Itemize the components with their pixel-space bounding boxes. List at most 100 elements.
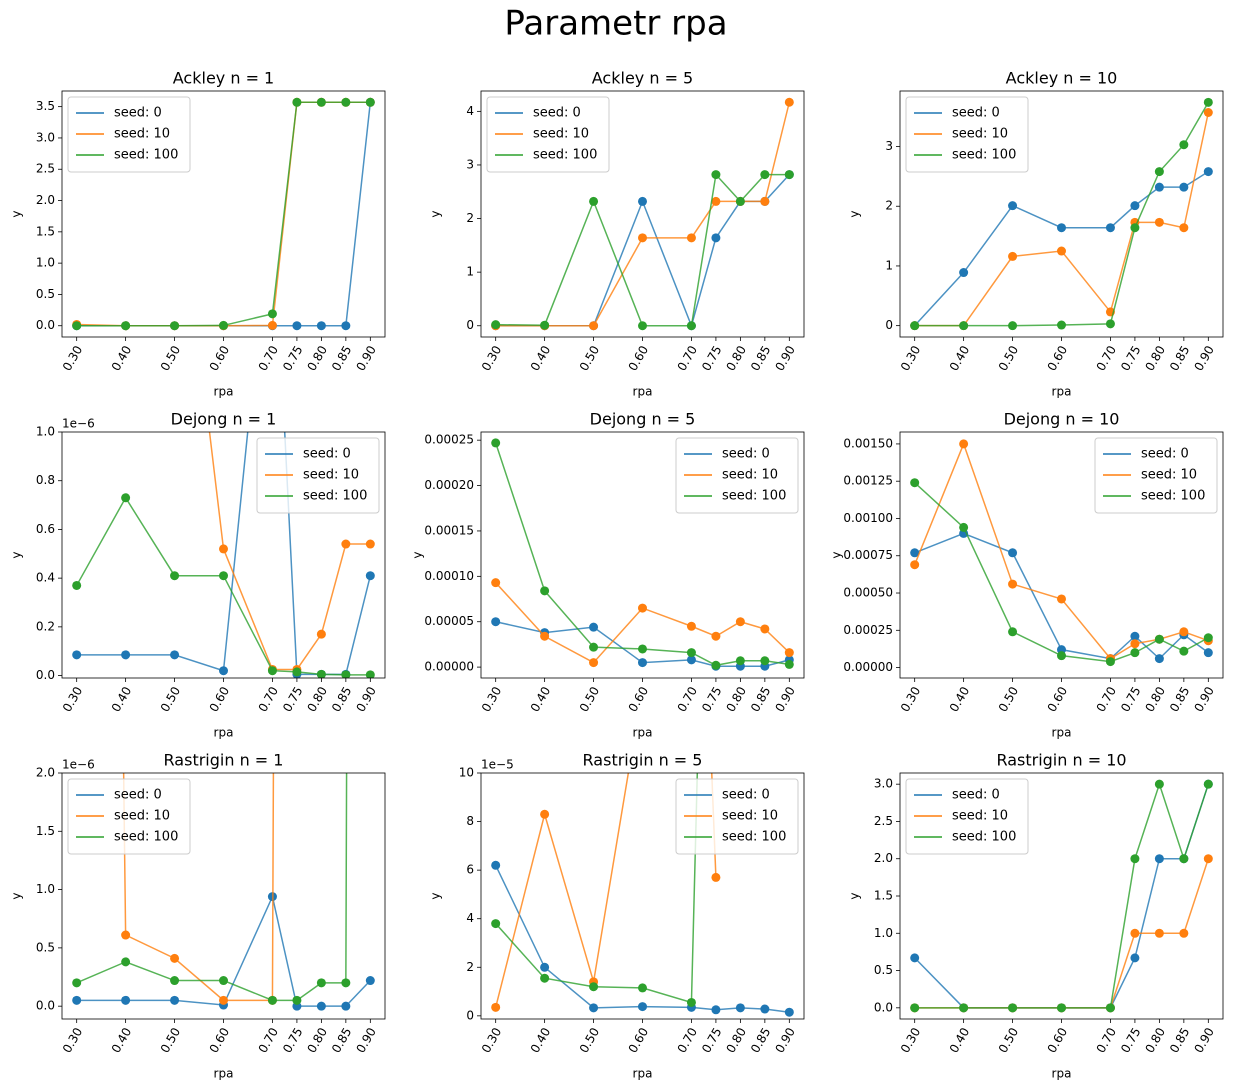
x-tick-label: 0.50 bbox=[158, 1025, 183, 1055]
y-tick-label: 0.00015 bbox=[424, 523, 474, 537]
data-point bbox=[1179, 854, 1189, 864]
x-tick-label: 0.30 bbox=[898, 684, 923, 714]
data-point bbox=[1008, 201, 1018, 211]
y-tick-label: 0 bbox=[885, 318, 893, 332]
legend-label: seed: 100 bbox=[303, 489, 367, 504]
data-point bbox=[686, 997, 696, 1007]
data-point bbox=[219, 544, 228, 554]
legend-label: seed: 0 bbox=[952, 788, 1000, 803]
data-point bbox=[910, 953, 920, 963]
legend-label: seed: 10 bbox=[722, 809, 778, 824]
x-axis-label: rpa bbox=[633, 1067, 653, 1081]
data-point bbox=[1154, 217, 1164, 227]
y-tick-label: 8 bbox=[466, 814, 474, 828]
x-tick-label: 0.80 bbox=[305, 343, 330, 373]
data-point bbox=[491, 1002, 501, 1012]
data-point bbox=[491, 860, 501, 870]
x-tick-label: 0.40 bbox=[109, 684, 134, 714]
data-point bbox=[1154, 654, 1164, 664]
x-tick-label: 0.60 bbox=[1045, 684, 1070, 714]
legend-label: seed: 100 bbox=[114, 148, 178, 163]
data-point bbox=[1057, 651, 1066, 661]
data-point bbox=[170, 571, 180, 581]
x-tick-label: 0.80 bbox=[724, 1025, 749, 1055]
data-point bbox=[1130, 648, 1140, 658]
data-point bbox=[711, 233, 721, 243]
axes-title: Rastrigin n = 10 bbox=[996, 751, 1126, 770]
data-point bbox=[589, 642, 599, 652]
data-point bbox=[638, 658, 647, 668]
data-point bbox=[686, 321, 696, 331]
y-tick-label: 0.0 bbox=[36, 999, 55, 1013]
x-tick-label: 0.40 bbox=[947, 684, 972, 714]
x-tick-label: 0.75 bbox=[1118, 684, 1143, 714]
legend-label: seed: 100 bbox=[952, 830, 1016, 845]
data-point bbox=[711, 660, 721, 670]
offset-text: 1e−5 bbox=[481, 758, 514, 772]
legend-box bbox=[1094, 437, 1218, 514]
data-point bbox=[1179, 182, 1189, 192]
y-axis-label: y bbox=[848, 892, 862, 899]
data-point bbox=[170, 650, 180, 660]
data-point bbox=[1130, 223, 1140, 233]
x-tick-label: 0.75 bbox=[280, 1025, 305, 1055]
x-tick-label: 0.60 bbox=[207, 1025, 232, 1055]
data-point bbox=[760, 1004, 770, 1014]
legend-box bbox=[67, 96, 191, 173]
x-tick-label: 0.80 bbox=[1143, 343, 1168, 373]
x-tick-label: 0.30 bbox=[60, 343, 85, 373]
data-point bbox=[1057, 594, 1066, 604]
data-point bbox=[1130, 639, 1140, 649]
data-point bbox=[589, 982, 599, 992]
data-point bbox=[686, 233, 696, 243]
y-tick-label: 2 bbox=[885, 199, 893, 213]
data-point bbox=[267, 320, 277, 330]
y-tick-label: 0.5 bbox=[874, 963, 893, 977]
y-tick-label: 0.00125 bbox=[843, 474, 893, 488]
series-line bbox=[76, 894, 371, 1007]
data-point bbox=[1130, 631, 1140, 641]
y-axis-label: y bbox=[429, 892, 443, 899]
x-tick-label: 0.70 bbox=[675, 343, 700, 373]
data-point bbox=[121, 650, 131, 660]
legend-label: seed: 0 bbox=[533, 106, 581, 121]
data-point bbox=[638, 644, 647, 654]
data-point bbox=[638, 196, 647, 206]
y-tick-label: 0.0 bbox=[874, 1000, 893, 1014]
y-tick-label: 3 bbox=[885, 139, 893, 153]
data-point bbox=[540, 809, 550, 819]
data-point bbox=[784, 170, 794, 180]
data-point bbox=[72, 580, 82, 590]
legend-box bbox=[486, 96, 610, 173]
axes-title: Ackley n = 5 bbox=[592, 69, 693, 88]
data-point bbox=[121, 493, 131, 503]
axes-title: Rastrigin n = 5 bbox=[583, 751, 703, 770]
y-tick-label: 0.0 bbox=[36, 318, 55, 332]
data-point bbox=[292, 321, 302, 331]
plot-area bbox=[910, 97, 1213, 331]
data-point bbox=[760, 624, 770, 634]
data-point bbox=[1057, 223, 1066, 233]
y-axis-label: y bbox=[411, 551, 425, 558]
series-line bbox=[76, 432, 372, 676]
data-point bbox=[686, 621, 696, 631]
x-tick-label: 0.60 bbox=[626, 343, 651, 373]
data-point bbox=[1130, 854, 1140, 864]
data-point bbox=[784, 648, 794, 658]
legend-label: seed: 10 bbox=[952, 127, 1008, 142]
data-point bbox=[1203, 648, 1213, 658]
data-point bbox=[1179, 928, 1189, 938]
data-point bbox=[959, 439, 969, 449]
plot-area bbox=[491, 438, 794, 671]
data-point bbox=[1154, 928, 1164, 938]
data-point bbox=[72, 995, 82, 1005]
data-point bbox=[219, 976, 228, 986]
x-tick-label: 0.60 bbox=[1045, 1025, 1070, 1055]
data-point bbox=[959, 1003, 969, 1013]
y-axis-label: y bbox=[10, 551, 24, 558]
y-tick-label: 1.5 bbox=[36, 224, 55, 238]
y-tick-label: 0.00000 bbox=[424, 660, 474, 674]
legend-label: seed: 0 bbox=[114, 788, 162, 803]
legend-label: seed: 0 bbox=[303, 447, 351, 462]
